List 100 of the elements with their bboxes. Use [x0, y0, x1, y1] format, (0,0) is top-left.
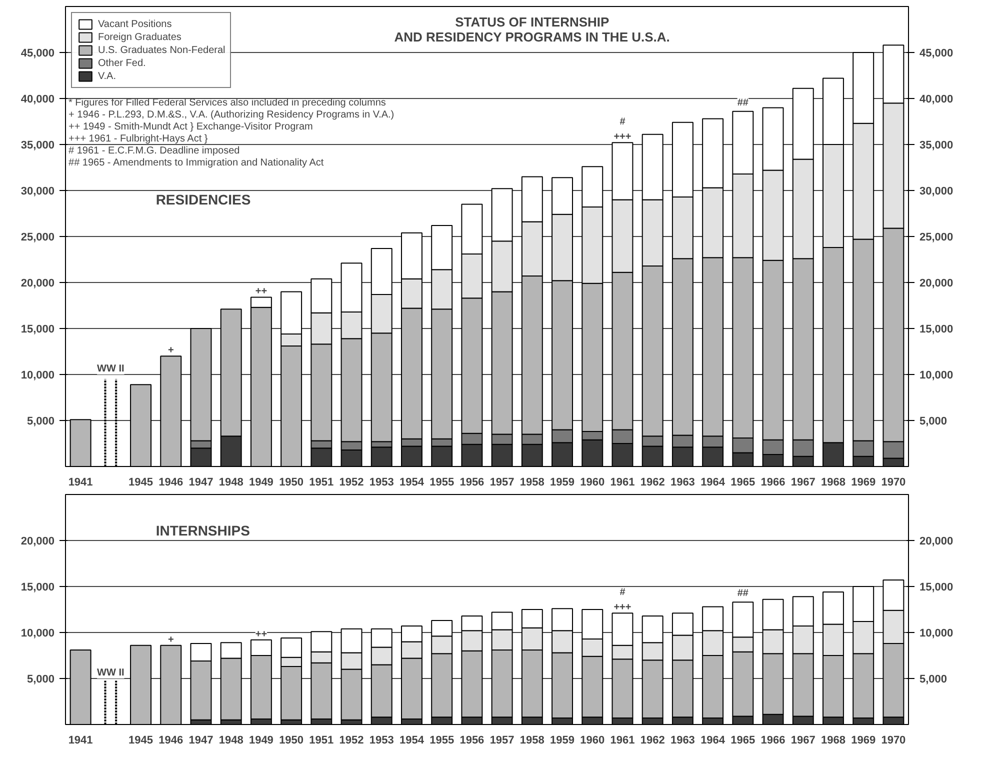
x-tick-label: 1949 [248, 476, 274, 488]
x-tick-label: 1953 [369, 476, 394, 488]
y-tick-label: 25,000 [20, 232, 55, 244]
y2-tick-label: 20,000 [920, 536, 954, 548]
text: INTERNSHIPS [156, 522, 250, 538]
x-tick-label: 1959 [550, 476, 575, 488]
x-tick-label: 1966 [760, 734, 786, 746]
x-tick-label: 1956 [460, 734, 484, 746]
x-tick-label: 1959 [550, 734, 575, 746]
x-tick-label: 1949 [248, 734, 274, 746]
x-tick-label: 1962 [640, 476, 665, 488]
x-tick-label: 1957 [490, 734, 514, 746]
legend-label: Vacant Positions [98, 18, 172, 30]
x-tick-label: 1968 [820, 476, 846, 488]
x-tick-label: 1941 [68, 476, 93, 488]
x-tick-label: 1964 [700, 476, 726, 488]
y2-tick-label: 45,000 [920, 48, 954, 60]
y-tick-label: 15,000 [20, 324, 55, 336]
y2-tick-label: 15,000 [920, 324, 954, 336]
x-tick-label: 1970 [881, 476, 906, 488]
annotation: ++ [255, 286, 268, 298]
annotation: WW II [97, 668, 124, 678]
y2-tick-label: 10,000 [920, 370, 954, 382]
annotation: + [168, 634, 174, 646]
x-tick-label: 1956 [460, 476, 484, 488]
x-tick-label: 1951 [309, 476, 334, 488]
bar [70, 649, 92, 724]
text: STATUS OF INTERNSHIP AND RESIDENCY PROGRAMS IN THE U.S.A. [394, 14, 670, 44]
legend-label: Other Fed. [98, 57, 146, 69]
bar [160, 356, 182, 466]
annotation: ++ 1949 - Smith-Mundt Act } Exchange-Visitor Program [68, 122, 313, 132]
x-tick-label: 1950 [279, 734, 304, 746]
annotation: ## [737, 97, 749, 108]
y2-tick-label: 25,000 [920, 232, 954, 244]
y2-tick-label: 5,000 [920, 416, 948, 428]
annotation: WW II [97, 364, 124, 374]
x-tick-label: 1958 [520, 476, 544, 488]
annotation: + [168, 345, 174, 356]
y2-tick-label: 30,000 [920, 186, 954, 198]
text: RESIDENCIES [156, 192, 251, 208]
x-tick-label: 1945 [128, 734, 154, 746]
x-tick-label: 1950 [279, 476, 304, 488]
x-tick-label: 1955 [430, 734, 454, 746]
annotation: # [620, 116, 626, 128]
x-tick-label: 1954 [399, 734, 425, 746]
y2-tick-label: 10,000 [920, 628, 954, 640]
x-tick-label: 1967 [790, 734, 816, 746]
x-tick-label: 1957 [490, 476, 514, 488]
x-tick-label: 1948 [218, 476, 244, 488]
x-tick-label: 1968 [820, 734, 846, 746]
y-tick-label: 15,000 [20, 582, 55, 594]
annotation: +++ 1961 - Fulbright-Hays Act } [68, 134, 208, 144]
x-tick-label: 1969 [851, 734, 876, 746]
annotation: ## [737, 588, 749, 600]
x-tick-label: 1952 [339, 476, 364, 488]
y2-tick-label: 20,000 [920, 278, 954, 290]
annotation: + 1946 - P.L.293, D.M.&S., V.A. (Authorizing Residency Programs in V.A.) [68, 110, 394, 120]
bar [130, 384, 152, 466]
y-tick-label: 5,000 [26, 416, 55, 428]
x-tick-label: 1958 [520, 734, 544, 746]
legend-label: V.A. [98, 70, 117, 82]
x-tick-label: 1945 [128, 476, 154, 488]
x-tick-label: 1963 [670, 734, 695, 746]
y2-tick-label: 35,000 [920, 140, 954, 152]
y2-tick-label: 40,000 [920, 94, 954, 106]
x-tick-label: 1961 [610, 734, 635, 746]
annotation: +++ [614, 132, 632, 143]
legend-label: Foreign Graduates [98, 31, 182, 43]
x-tick-label: 1967 [790, 476, 816, 488]
y-tick-label: 45,000 [20, 48, 55, 60]
x-tick-label: 1965 [730, 476, 756, 488]
annotation: ## 1965 - Amendments to Immigration and Nationality Act [68, 158, 324, 168]
x-tick-label: 1966 [760, 476, 786, 488]
x-tick-label: 1947 [188, 476, 214, 488]
bar [160, 644, 182, 724]
x-tick-label: 1953 [369, 734, 394, 746]
x-tick-label: 1960 [580, 734, 605, 746]
legend-label: U.S. Graduates Non-Federal [98, 44, 226, 56]
x-tick-label: 1951 [309, 734, 334, 746]
x-tick-label: 1946 [158, 734, 184, 746]
annotation: # [620, 587, 626, 598]
y-tick-label: 5,000 [26, 674, 55, 686]
annotation: +++ [614, 602, 632, 614]
x-tick-label: 1955 [430, 476, 454, 488]
x-tick-label: 1954 [399, 476, 425, 488]
y-tick-label: 30,000 [20, 186, 55, 198]
x-tick-label: 1963 [670, 476, 695, 488]
y-tick-label: 10,000 [20, 628, 55, 640]
x-tick-label: 1969 [851, 476, 876, 488]
x-tick-label: 1941 [68, 734, 93, 746]
bar [130, 644, 152, 724]
x-tick-label: 1961 [610, 476, 635, 488]
x-tick-label: 1952 [339, 734, 364, 746]
y-tick-label: 35,000 [20, 140, 55, 152]
x-tick-label: 1965 [730, 734, 756, 746]
annotation: ++ [255, 628, 268, 640]
y-tick-label: 40,000 [20, 94, 55, 106]
y-tick-label: 20,000 [20, 536, 55, 548]
x-tick-label: 1962 [640, 734, 665, 746]
x-tick-label: 1964 [700, 734, 726, 746]
